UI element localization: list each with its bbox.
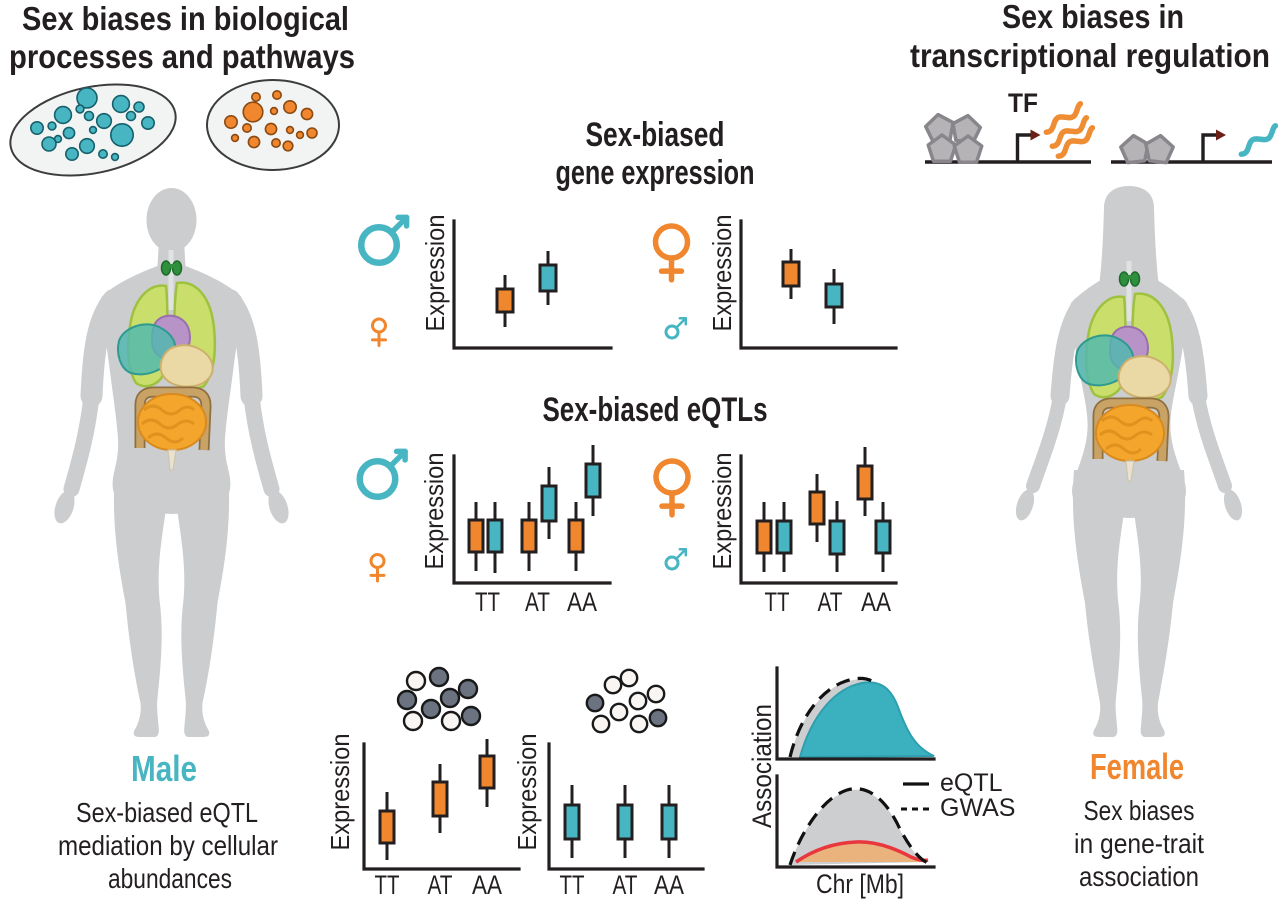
svg-text:in gene-trait: in gene-trait: [1074, 828, 1204, 859]
svg-text:transcriptional regulation: transcriptional regulation: [910, 37, 1270, 74]
svg-text:Expression: Expression: [707, 215, 737, 332]
svg-text:AA: AA: [472, 870, 502, 900]
svg-text:Sex-biased eQTL: Sex-biased eQTL: [76, 797, 258, 828]
svg-text:Male: Male: [131, 748, 197, 789]
svg-text:AT: AT: [525, 587, 550, 617]
svg-text:AT: AT: [818, 587, 843, 617]
svg-text:Sex-biased eQTLs: Sex-biased eQTLs: [543, 391, 768, 429]
svg-text:Expression: Expression: [419, 453, 449, 570]
svg-text:Association: Association: [747, 704, 777, 828]
svg-text:Expression: Expression: [512, 734, 542, 851]
svg-text:Chr [Mb]: Chr [Mb]: [816, 869, 904, 899]
svg-text:AA: AA: [567, 587, 597, 617]
svg-text:AA: AA: [654, 870, 684, 900]
svg-text:Sex biases: Sex biases: [1084, 795, 1195, 826]
svg-text:AT: AT: [613, 870, 638, 900]
svg-text:TT: TT: [475, 587, 500, 617]
svg-text:Sex biases in: Sex biases in: [1002, 0, 1184, 35]
svg-text:TT: TT: [765, 587, 790, 617]
svg-text:AT: AT: [428, 870, 453, 900]
svg-text:AA: AA: [861, 587, 891, 617]
svg-text:Female: Female: [1090, 746, 1184, 787]
svg-text:eQTL: eQTL: [940, 769, 1003, 797]
svg-text:association: association: [1079, 861, 1199, 892]
svg-text:TT: TT: [560, 870, 585, 900]
svg-text:Sex biases in biological: Sex biases in biological: [22, 0, 349, 37]
svg-text:TF: TF: [1008, 88, 1038, 118]
svg-text:Expression: Expression: [325, 734, 355, 851]
svg-text:Sex-biased: Sex-biased: [586, 116, 725, 154]
svg-text:abundances: abundances: [108, 863, 232, 894]
svg-text:GWAS: GWAS: [940, 794, 1015, 822]
svg-text:mediation by cellular: mediation by cellular: [58, 830, 278, 861]
svg-text:processes and pathways: processes and pathways: [9, 38, 355, 75]
svg-text:Expression: Expression: [420, 215, 450, 332]
svg-text:gene expression: gene expression: [556, 154, 755, 192]
svg-text:TT: TT: [375, 870, 400, 900]
svg-text:Expression: Expression: [707, 453, 737, 570]
